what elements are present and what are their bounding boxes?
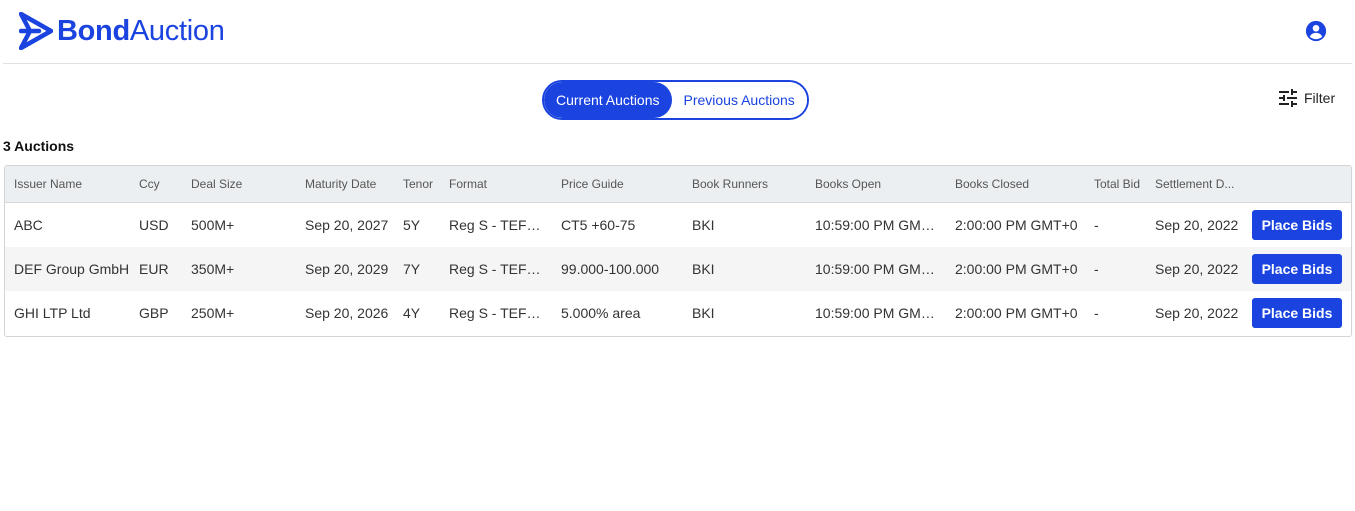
column-header-maturity-date[interactable]: Maturity Date	[305, 177, 377, 191]
table-row[interactable]: GHI LTP Ltd GBP 250M+ Sep 20, 2026 4Y Re…	[5, 291, 1351, 335]
cell-format: Reg S - TEFRA D	[449, 305, 541, 321]
cell-format: Reg S - TEFRA D	[449, 261, 541, 277]
cell-issuer: GHI LTP Ltd	[14, 305, 91, 321]
logo-text-bold: Bond	[57, 14, 130, 47]
table-header-row: Issuer Name Ccy Deal Size Maturity Date …	[5, 166, 1351, 203]
column-header-price-guide[interactable]: Price Guide	[561, 177, 624, 191]
cell-issuer: ABC	[14, 217, 43, 233]
column-header-book-runners[interactable]: Book Runners	[692, 177, 769, 191]
auction-count: 3 Auctions	[3, 138, 75, 154]
table-row[interactable]: ABC USD 500M+ Sep 20, 2027 5Y Reg S - TE…	[5, 203, 1351, 247]
column-header-ccy[interactable]: Ccy	[139, 177, 160, 191]
cell-books-closed: 2:00:00 PM GMT+0	[955, 261, 1078, 277]
cell-maturity-date: Sep 20, 2027	[305, 217, 389, 233]
column-header-issuer[interactable]: Issuer Name	[14, 177, 83, 191]
place-bids-button[interactable]: Place Bids	[1252, 298, 1342, 328]
logo[interactable]: BondAuction	[19, 12, 225, 50]
cell-deal-size: 350M+	[191, 261, 235, 277]
auctions-table: Issuer Name Ccy Deal Size Maturity Date …	[4, 165, 1352, 337]
previous-auctions-tab[interactable]: Previous Auctions	[671, 82, 807, 118]
cell-price-guide: CT5 +60-75	[561, 217, 636, 233]
logo-text-light: Auction	[129, 14, 225, 47]
column-header-format[interactable]: Format	[449, 177, 488, 191]
cell-tenor: 5Y	[403, 217, 421, 233]
cell-total-bid: -	[1094, 261, 1099, 277]
cell-format: Reg S - TEFRA D	[449, 217, 541, 233]
cell-settlement-date: Sep 20, 2022	[1155, 261, 1239, 277]
cell-deal-size: 500M+	[191, 217, 235, 233]
cell-maturity-date: Sep 20, 2026	[305, 305, 389, 321]
column-header-settlement-date[interactable]: Settlement D...	[1155, 177, 1235, 191]
cell-ccy: GBP	[139, 305, 169, 321]
place-bids-button[interactable]: Place Bids	[1252, 254, 1342, 284]
cell-books-closed: 2:00:00 PM GMT+0	[955, 305, 1078, 321]
current-auctions-tab[interactable]: Current Auctions	[544, 82, 672, 118]
filter-label: Filter	[1304, 90, 1336, 106]
table-row[interactable]: DEF Group GmbH EUR 350M+ Sep 20, 2029 7Y…	[5, 247, 1351, 291]
cell-maturity-date: Sep 20, 2029	[305, 261, 389, 277]
column-header-books-closed[interactable]: Books Closed	[955, 177, 1030, 191]
app-header: BondAuction	[3, 0, 1352, 64]
filter-button[interactable]: Filter	[1278, 89, 1335, 107]
column-header-total-bid[interactable]: Total Bid	[1094, 177, 1141, 191]
tune-icon	[1279, 89, 1297, 107]
cell-tenor: 4Y	[403, 305, 421, 321]
cell-issuer: DEF Group GmbH	[14, 261, 130, 277]
place-bids-button[interactable]: Place Bids	[1252, 210, 1342, 240]
column-header-tenor[interactable]: Tenor	[403, 177, 434, 191]
cell-books-open: 10:59:00 PM GMT+0	[815, 217, 939, 233]
logo-chevron-icon	[19, 12, 53, 50]
cell-books-closed: 2:00:00 PM GMT+0	[955, 217, 1078, 233]
cell-settlement-date: Sep 20, 2022	[1155, 305, 1239, 321]
cell-deal-size: 250M+	[191, 305, 235, 321]
cell-books-open: 10:59:00 PM GMT+0	[815, 261, 939, 277]
cell-book-runners: BKI	[692, 261, 715, 277]
cell-book-runners: BKI	[692, 305, 715, 321]
cell-settlement-date: Sep 20, 2022	[1155, 217, 1239, 233]
cell-tenor: 7Y	[403, 261, 421, 277]
cell-ccy: USD	[139, 217, 169, 233]
auction-view-toggle: Current Auctions Previous Auctions	[542, 80, 809, 120]
cell-price-guide: 5.000% area	[561, 305, 641, 321]
cell-book-runners: BKI	[692, 217, 715, 233]
cell-books-open: 10:59:00 PM GMT+0	[815, 305, 939, 321]
account-circle-icon[interactable]	[1305, 20, 1327, 42]
column-header-books-open[interactable]: Books Open	[815, 177, 882, 191]
column-header-deal-size[interactable]: Deal Size	[191, 177, 243, 191]
cell-total-bid: -	[1094, 217, 1099, 233]
logo-text: BondAuction	[57, 14, 225, 47]
cell-price-guide: 99.000-100.000	[561, 261, 660, 277]
cell-total-bid: -	[1094, 305, 1099, 321]
cell-ccy: EUR	[139, 261, 169, 277]
